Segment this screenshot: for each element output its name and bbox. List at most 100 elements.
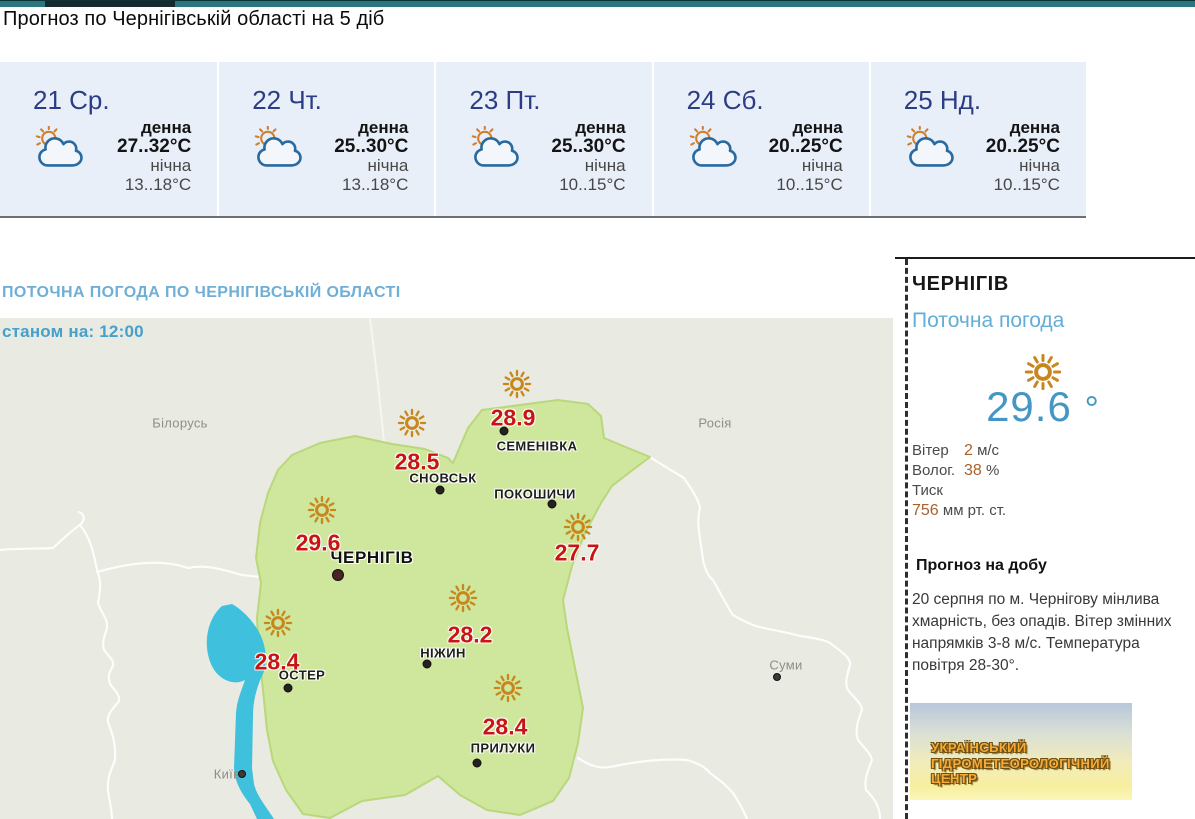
sun-icon: [260, 605, 296, 641]
neighbor-city-dot: [773, 673, 781, 681]
city-dot: [422, 659, 432, 669]
daily-forecast-text: 20 серпня по м. Чернігову мінлива хмарні…: [912, 591, 1172, 674]
city-dot: [332, 569, 344, 581]
logo-line: ЦЕНТР: [931, 771, 978, 786]
city-label: ПРИЛУКИ: [470, 740, 536, 756]
pressure-value: 756: [912, 502, 939, 519]
sun-cloud-icon: [254, 126, 302, 167]
wind-label: Вітер: [912, 442, 949, 459]
day-temp-label: денна: [140, 118, 192, 137]
city-label: ПОКОШИЧИ: [494, 486, 576, 502]
city-dot: [547, 499, 557, 509]
day-temp-label: денна: [575, 118, 626, 137]
day-temp-value: 20..25°C: [768, 136, 843, 157]
forecast-card-day2: 22 Чт. денна 25..30°C нічна 13..18°C: [217, 62, 434, 216]
neighbor-city-dot: [238, 770, 246, 778]
night-temp-label: нічна: [1019, 156, 1060, 175]
strip-divider: [0, 216, 1086, 218]
city-label: ОСТЕР: [278, 667, 326, 683]
as-of-timestamp: станом на: 12:00: [2, 322, 144, 341]
hydromet-center-logo[interactable]: УКРАЇНСЬКИЙ ГІДРОМЕТЕОРОЛОГІЧНИЙ ЦЕНТР: [910, 703, 1132, 800]
sun-cloud-icon: [35, 126, 83, 167]
city-weather-sidebar: ЧЕРНІГІВ Поточна погода 29.6 ° Вітер 2 м…: [895, 257, 1195, 819]
station-temperature: 29.6: [295, 529, 341, 556]
logo-line: ГІДРОМЕТЕОРОЛОГІЧНИЙ: [931, 755, 1110, 771]
station-temperature: 28.4: [482, 713, 528, 740]
sidebar-city-name: ЧЕРНІГІВ: [912, 273, 1009, 295]
city-label: ЧЕРНІГІВ: [330, 548, 414, 567]
night-temp-value: 10..15°C: [776, 175, 843, 194]
neighbor-region-label: Київ: [213, 766, 241, 782]
top-accent-bar: [0, 0, 1195, 7]
day-temp-value: 20..25°C: [985, 136, 1060, 157]
night-temp-value: 13..18°C: [342, 175, 409, 194]
neighbor-region-label: Білорусь: [152, 415, 208, 431]
forecast-day-label: 24 Сб.: [686, 85, 764, 115]
station-temperature: 28.4: [254, 648, 300, 675]
forecast-day-label: 21 Ср.: [33, 85, 110, 115]
city-label: СЕМЕНІВКА: [496, 438, 578, 454]
neighbor-region-label: Суми: [769, 657, 803, 673]
forecast-day-label: 22 Чт.: [252, 85, 322, 115]
night-temp-label: нічна: [367, 156, 409, 175]
night-temp-value: 13..18°C: [124, 175, 192, 194]
five-day-forecast-strip: 21 Ср. денна 27..32°C нічна 13..18°C 22 …: [0, 62, 1086, 216]
sun-cloud-icon: [906, 126, 954, 167]
forecast-day-label: 23 Пт.: [469, 85, 541, 115]
top-accent-bar-segment: [45, 1, 175, 7]
sun-icon: [445, 580, 481, 616]
city-dot: [283, 683, 293, 693]
forecast-card-day4: 24 Сб. денна 20..25°C нічна 10..15°C: [651, 62, 869, 216]
forecast-card-day1: 21 Ср. денна 27..32°C нічна 13..18°C: [0, 62, 217, 216]
day-temp-value: 25..30°C: [334, 136, 409, 157]
day-temp-value: 25..30°C: [551, 136, 626, 157]
sidebar-subtitle: Поточна погода: [912, 309, 1065, 332]
sidebar-dashed-divider: [905, 259, 908, 819]
sun-icon: [490, 670, 526, 706]
night-temp-label: нічна: [150, 156, 192, 175]
night-temp-label: нічна: [801, 156, 843, 175]
station-temperature: 28.2: [447, 621, 493, 648]
sun-cloud-icon: [471, 126, 520, 167]
sun-icon: [394, 405, 430, 441]
pressure-unit: мм рт. ст.: [942, 502, 1007, 519]
day-temp-label: денна: [1009, 118, 1060, 137]
wind-unit: м/с: [977, 442, 1000, 459]
current-temperature: 29.6 °: [986, 383, 1100, 430]
humidity-label: Волог.: [912, 462, 956, 479]
day-temp-value: 27..32°C: [117, 136, 192, 157]
map-base: [0, 318, 893, 819]
humidity-value: 38: [964, 462, 982, 479]
night-temp-label: нічна: [584, 156, 626, 175]
station-temperature: 27.7: [554, 539, 600, 566]
daily-forecast-title: Прогноз на добу: [916, 557, 1047, 574]
sun-icon: [304, 492, 340, 528]
day-temp-label: денна: [358, 118, 409, 137]
wind-value: 2: [964, 442, 973, 459]
city-dot: [499, 426, 509, 436]
station-temperature: 28.5: [394, 448, 440, 475]
region-weather-map[interactable]: станом на: 12:00 28.9 28.5 29.6 27.7 28.2 28.…: [0, 318, 893, 819]
forecast-card-day5: 25 Нд. денна 20..25°C нічна 10..15°C: [868, 62, 1086, 216]
sun-icon: [499, 366, 535, 402]
forecast-day-label: 25 Нд.: [903, 85, 982, 115]
forecast-card-day3: 23 Пт. денна 25..30°C нічна 10..15°C: [434, 62, 651, 216]
city-label: СНОВСЬК: [409, 470, 477, 486]
night-temp-value: 10..15°C: [993, 175, 1060, 194]
night-temp-value: 10..15°C: [559, 175, 626, 194]
station-temperature: 28.9: [490, 404, 536, 431]
city-label: НІЖИН: [420, 645, 466, 661]
page-title: Прогноз по Чернігівській області на 5 ді…: [3, 8, 385, 30]
pressure-label: Тиск: [912, 482, 943, 499]
current-weather-heading: ПОТОЧНА ПОГОДА ПО ЧЕРНІГІВСЬКІЙ ОБЛАСТІ: [2, 284, 401, 301]
city-dot: [435, 485, 445, 495]
logo-line: УКРАЇНСЬКИЙ: [931, 740, 1027, 755]
country-border-lines: [0, 318, 882, 819]
weather-metrics: Вітер 2 м/с Волог. 38 % Тиск 756 мм рт. …: [912, 441, 1190, 521]
sun-cloud-icon: [689, 126, 737, 167]
river-shape: [206, 604, 274, 819]
humidity-unit: %: [985, 462, 1000, 479]
city-dot: [472, 758, 482, 768]
neighbor-region-label: Росія: [698, 415, 732, 431]
day-temp-label: денна: [792, 118, 843, 137]
